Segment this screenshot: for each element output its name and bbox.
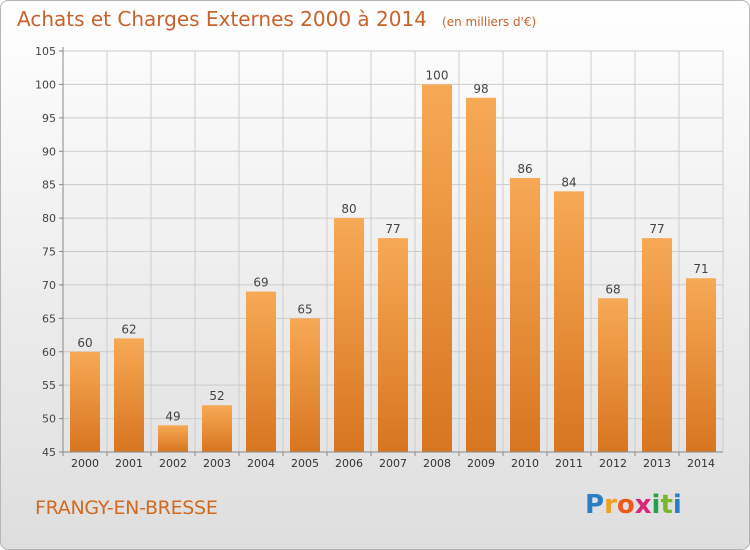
bar-value-label: 80: [341, 202, 356, 216]
y-tick-label: 75: [42, 246, 56, 259]
bar: [114, 338, 144, 452]
bar: [158, 425, 188, 452]
commune-name: FRANGY-EN-BRESSE: [35, 497, 218, 519]
y-tick-label: 95: [42, 112, 56, 125]
bar-value-label: 86: [517, 162, 532, 176]
bar: [70, 351, 100, 452]
bar-value-label: 60: [77, 336, 92, 350]
bar: [422, 84, 452, 453]
x-tick-label: 2013: [643, 457, 671, 470]
chart-title-block: Achats et Charges Externes 2000 à 2014 (…: [17, 7, 536, 31]
bar: [554, 191, 584, 452]
y-tick-label: 45: [42, 446, 56, 459]
bar-value-label: 65: [297, 302, 312, 316]
x-tick-label: 2007: [379, 457, 407, 470]
bar-value-label: 77: [649, 222, 664, 236]
bar: [290, 318, 320, 452]
y-tick-label: 80: [42, 212, 56, 225]
bar: [246, 291, 276, 452]
labels: 45 50 55 60 65 70 75 80 85 90 95 100 105 60 2000 62 2001…: [35, 45, 715, 470]
bar-value-label: 98: [473, 82, 488, 96]
bar-value-label: 69: [253, 276, 268, 290]
bar-value-label: 77: [385, 222, 400, 236]
x-tick-label: 2002: [159, 457, 187, 470]
y-tick-label: 55: [42, 379, 56, 392]
x-tick-label: 2004: [247, 457, 275, 470]
bar-value-label: 52: [209, 389, 224, 403]
bar: [378, 238, 408, 452]
x-tick-label: 2009: [467, 457, 495, 470]
y-tick-label: 50: [42, 413, 56, 426]
x-tick-label: 2011: [555, 457, 583, 470]
y-tick-label: 105: [35, 45, 56, 58]
bar: [510, 177, 540, 452]
bar-value-label: 62: [121, 322, 136, 336]
axes: [59, 47, 723, 456]
bar: [466, 97, 496, 453]
chart-title: Achats et Charges Externes 2000 à 2014: [17, 7, 427, 31]
y-tick-label: 100: [35, 78, 56, 91]
bar: [598, 298, 628, 452]
bar-value-label: 84: [561, 175, 576, 189]
chart-unit: (en milliers d'€): [442, 15, 537, 29]
bar: [334, 218, 364, 452]
x-tick-label: 2014: [687, 457, 715, 470]
bar-value-label: 49: [165, 409, 180, 423]
bar: [202, 405, 232, 452]
x-tick-label: 2006: [335, 457, 363, 470]
bar: [642, 238, 672, 452]
x-tick-label: 2000: [71, 457, 99, 470]
x-tick-label: 2005: [291, 457, 319, 470]
proxiti-logo: Proxiti: [585, 490, 682, 520]
bar-value-label: 100: [426, 68, 449, 82]
x-tick-label: 2001: [115, 457, 143, 470]
bar: [686, 278, 716, 452]
y-tick-label: 70: [42, 279, 56, 292]
bar-value-label: 68: [605, 282, 620, 296]
y-tick-label: 65: [42, 312, 56, 325]
bar-value-label: 71: [693, 262, 708, 276]
x-tick-label: 2008: [423, 457, 451, 470]
x-tick-label: 2012: [599, 457, 627, 470]
y-tick-label: 90: [42, 145, 56, 158]
x-tick-label: 2010: [511, 457, 539, 470]
x-tick-label: 2003: [203, 457, 231, 470]
bars: [70, 84, 716, 453]
y-tick-label: 85: [42, 179, 56, 192]
y-tick-label: 60: [42, 346, 56, 359]
